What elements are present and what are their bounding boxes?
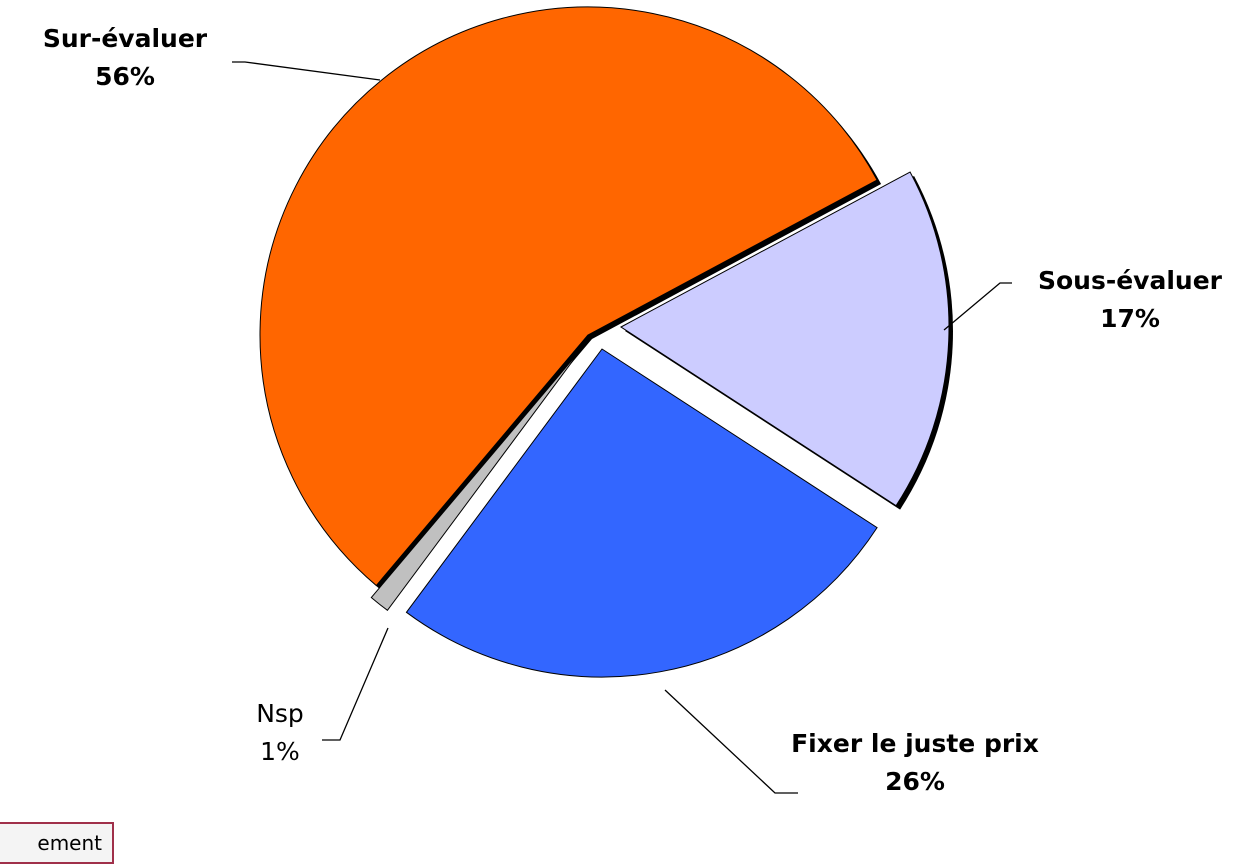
data-label: Sous-évaluer 17% [1005,262,1254,338]
leader-line [232,61,381,81]
data-label: Sur-évaluer 56% [20,20,230,96]
value-label: 56% [95,62,155,91]
value-label: 26% [885,767,945,796]
data-label: Fixer le juste prix 26% [790,725,1040,801]
slice [370,346,584,612]
category-label: Sur-évaluer [42,24,208,53]
slice [620,171,950,507]
leader-line [322,627,389,741]
category-label: Sous-évaluer [1037,266,1222,295]
leader-line [664,689,798,794]
value-label: 1% [260,737,300,766]
slice [259,6,878,587]
category-label: Fixer le juste prix [791,729,1039,758]
category-label: Nsp [256,699,304,728]
data-label: Nsp 1% [240,695,320,771]
value-label: 17% [1100,304,1160,333]
slice [405,348,878,678]
button[interactable]: ement [0,822,114,864]
leader-line [943,282,1012,331]
